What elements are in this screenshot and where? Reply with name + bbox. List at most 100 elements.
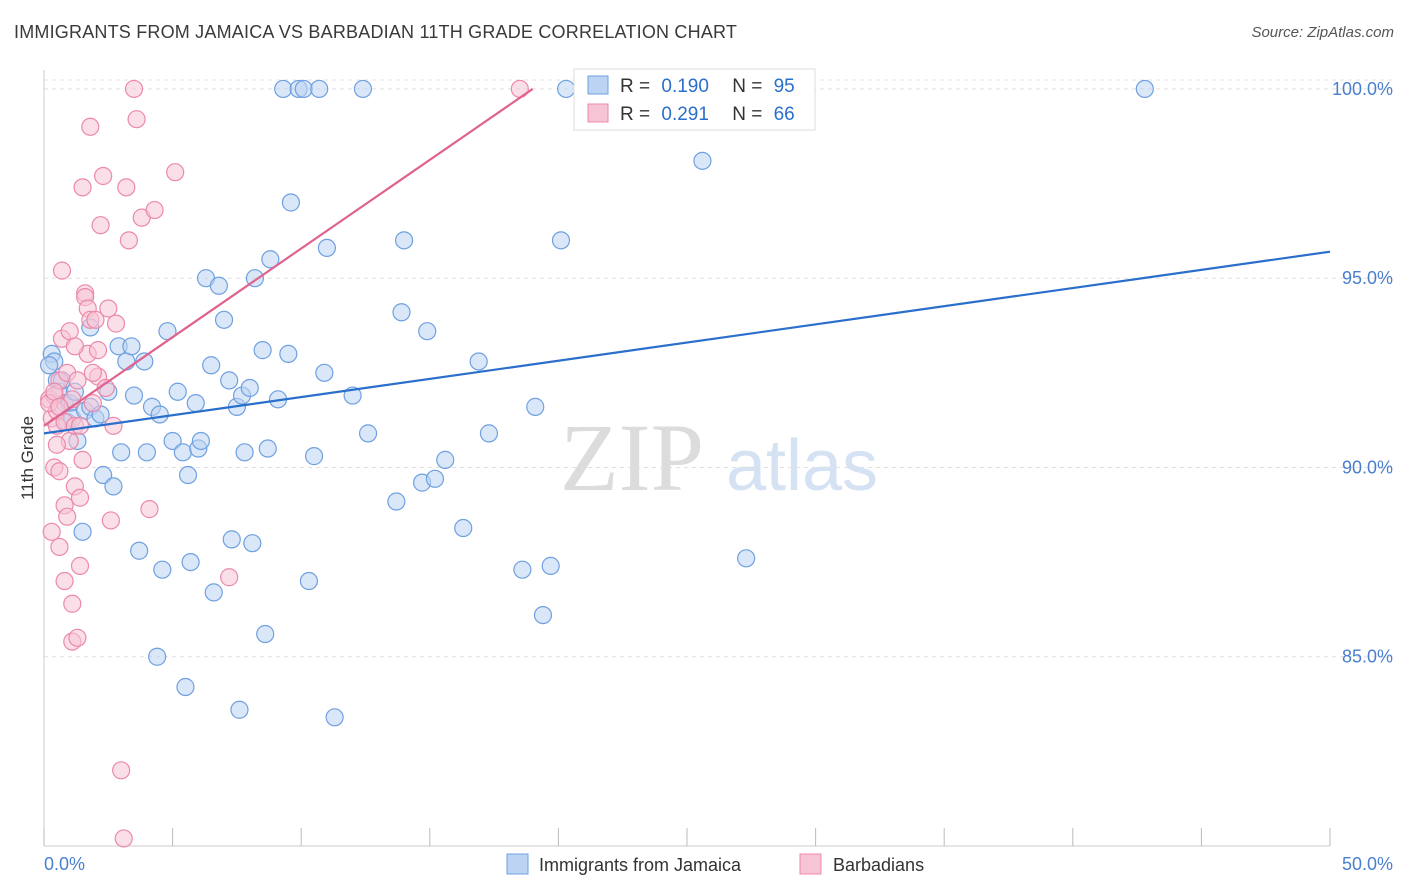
svg-text:R = 0.190 N =: R = 0.190 N = 95 <box>620 76 795 97</box>
point-jamaica <box>168 382 187 401</box>
point-jamaica <box>469 352 488 371</box>
legend-swatch-jamaica <box>587 75 609 95</box>
y-tick-label: 100.0% <box>1332 79 1393 99</box>
point-jamaica <box>230 700 249 719</box>
legend-bottom-label-jamaica: Immigrants from Jamaica <box>539 855 742 875</box>
point-jamaica <box>315 363 334 382</box>
point-barbadians <box>88 341 108 360</box>
point-jamaica <box>513 560 532 579</box>
point-barbadians <box>63 594 82 613</box>
point-jamaica <box>148 647 167 666</box>
point-barbadians <box>86 310 105 329</box>
point-jamaica <box>358 424 378 443</box>
legend-swatch-barbadians <box>587 103 609 123</box>
point-barbadians <box>112 761 131 780</box>
point-barbadians <box>81 117 100 136</box>
point-jamaica <box>454 518 473 538</box>
point-jamaica <box>394 231 414 250</box>
point-barbadians <box>83 394 102 413</box>
point-barbadians <box>101 511 120 530</box>
legend-n-value-1: 95 <box>774 76 795 97</box>
point-jamaica <box>178 465 198 485</box>
point-jamaica <box>533 605 553 625</box>
point-barbadians <box>52 261 72 280</box>
legend-n-label-2: N = <box>732 104 762 125</box>
point-jamaica <box>526 397 545 416</box>
watermark-atlas: atlas <box>726 426 878 506</box>
point-barbadians <box>73 178 92 197</box>
series-jamaica <box>40 79 1154 727</box>
point-jamaica <box>392 303 411 322</box>
point-jamaica <box>387 492 406 511</box>
legend-n-label-1: N = <box>732 76 762 97</box>
point-jamaica <box>243 534 262 553</box>
point-jamaica <box>317 238 337 258</box>
y-tick-labels: 85.0% 90.0% 95.0% 100.0% <box>1332 79 1393 667</box>
point-barbadians <box>50 537 69 557</box>
x-ticks <box>43 828 1331 846</box>
point-jamaica <box>541 556 560 575</box>
point-jamaica <box>173 443 192 462</box>
chart-title: IMMIGRANTS FROM JAMAICA VS BARBADIAN 11T… <box>14 22 738 42</box>
point-barbadians <box>60 322 79 341</box>
point-jamaica <box>186 394 205 413</box>
svg-text:R = 0.291 N =: R = 0.291 N = 66 <box>620 104 795 125</box>
point-barbadians <box>68 371 87 390</box>
point-barbadians <box>50 397 69 416</box>
point-jamaica <box>235 443 254 462</box>
point-jamaica <box>325 708 344 727</box>
legend-r-value-2: 0.291 <box>661 104 709 125</box>
point-barbadians <box>106 314 126 333</box>
point-jamaica <box>353 79 373 99</box>
point-jamaica <box>557 79 576 99</box>
point-barbadians <box>45 382 64 401</box>
point-barbadians <box>91 216 110 235</box>
point-barbadians <box>68 628 87 647</box>
point-jamaica <box>204 583 223 602</box>
y-axis-label: 11th Grade <box>18 416 37 500</box>
x-tick-label-max: 50.0% <box>1342 854 1393 874</box>
point-jamaica <box>256 624 275 644</box>
point-jamaica <box>150 405 169 424</box>
legend-r-label-1: R = <box>620 76 650 97</box>
point-jamaica <box>112 443 131 462</box>
point-jamaica <box>253 341 272 360</box>
point-barbadians <box>220 568 239 587</box>
point-barbadians <box>104 416 123 435</box>
point-barbadians <box>50 462 69 481</box>
legend-stats: R = 0.190 N = 95 R = 0.291 N = 66 <box>573 68 816 131</box>
point-jamaica <box>222 530 241 549</box>
point-jamaica <box>304 447 324 466</box>
y-tick-label: 95.0% <box>1342 268 1393 288</box>
point-barbadians <box>83 363 102 382</box>
point-barbadians <box>70 488 90 507</box>
point-jamaica <box>209 276 228 295</box>
point-jamaica <box>130 541 149 560</box>
point-barbadians <box>94 166 113 186</box>
gridlines <box>44 79 1393 658</box>
point-jamaica <box>73 522 92 541</box>
point-jamaica <box>124 386 144 405</box>
point-barbadians <box>119 231 138 250</box>
point-barbadians <box>145 200 164 220</box>
point-jamaica <box>693 151 712 170</box>
point-jamaica <box>258 439 277 458</box>
point-jamaica <box>104 477 123 496</box>
point-jamaica <box>551 231 571 250</box>
point-jamaica <box>479 424 499 443</box>
legend-r-label-2: R = <box>620 104 650 125</box>
point-barbadians <box>42 522 61 541</box>
point-barbadians <box>70 416 90 435</box>
watermark-zip: ZIP <box>560 404 704 511</box>
series-barbadians <box>40 79 529 848</box>
point-barbadians <box>166 163 185 182</box>
point-barbadians <box>124 79 144 99</box>
point-jamaica <box>122 337 141 356</box>
point-jamaica <box>191 431 210 451</box>
point-barbadians <box>140 500 159 519</box>
y-tick-label: 90.0% <box>1342 457 1393 477</box>
point-jamaica <box>299 571 319 591</box>
legend-bottom-swatch-barbadians <box>799 853 822 875</box>
trend-line-barbadians <box>43 88 534 427</box>
legend-bottom-label-barbadians: Barbadians <box>833 855 924 875</box>
